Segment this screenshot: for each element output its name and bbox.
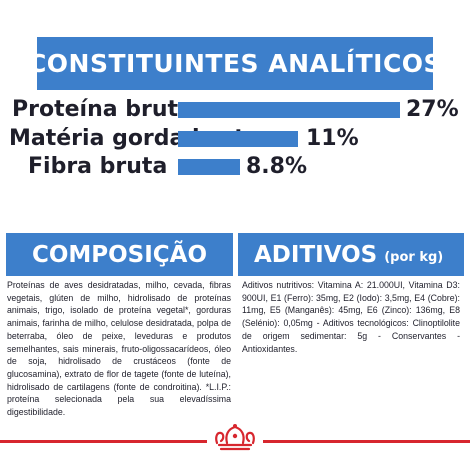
protein-value: 27% [406,97,459,122]
fat-value: 11% [306,126,359,151]
footer-line-right [263,440,470,443]
crown-logo-icon [215,424,255,451]
analytics-row-fiber: Fibra bruta 8.8% [0,152,470,182]
analytics-row-fat: Matéria gorda bruta 11% [0,124,470,154]
protein-bar [178,102,400,118]
composition-text: Proteínas de aves desidratadas, milho, c… [7,280,231,418]
fiber-bar [178,159,240,175]
composition-header: COMPOSIÇÃO [6,233,233,276]
protein-label: Proteína bruta [12,97,193,122]
fiber-value: 8.8% [246,154,308,179]
fiber-label: Fibra bruta [28,154,168,179]
analytics-title: CONSTITUINTES ANALÍTICOS [27,49,443,78]
additives-header: ADITIVOS (por kg) [238,233,464,276]
footer-line-left [0,440,207,443]
analytics-row-protein: Proteína bruta 27% [0,95,470,125]
fat-bar [178,131,298,147]
additives-unit: (por kg) [384,250,444,265]
additives-text: Aditivos nutritivos: Vitamina A: 21.000U… [242,280,460,354]
analytics-banner: CONSTITUINTES ANALÍTICOS [28,37,442,90]
additives-title: ADITIVOS [254,241,378,268]
composition-title: COMPOSIÇÃO [31,241,208,268]
